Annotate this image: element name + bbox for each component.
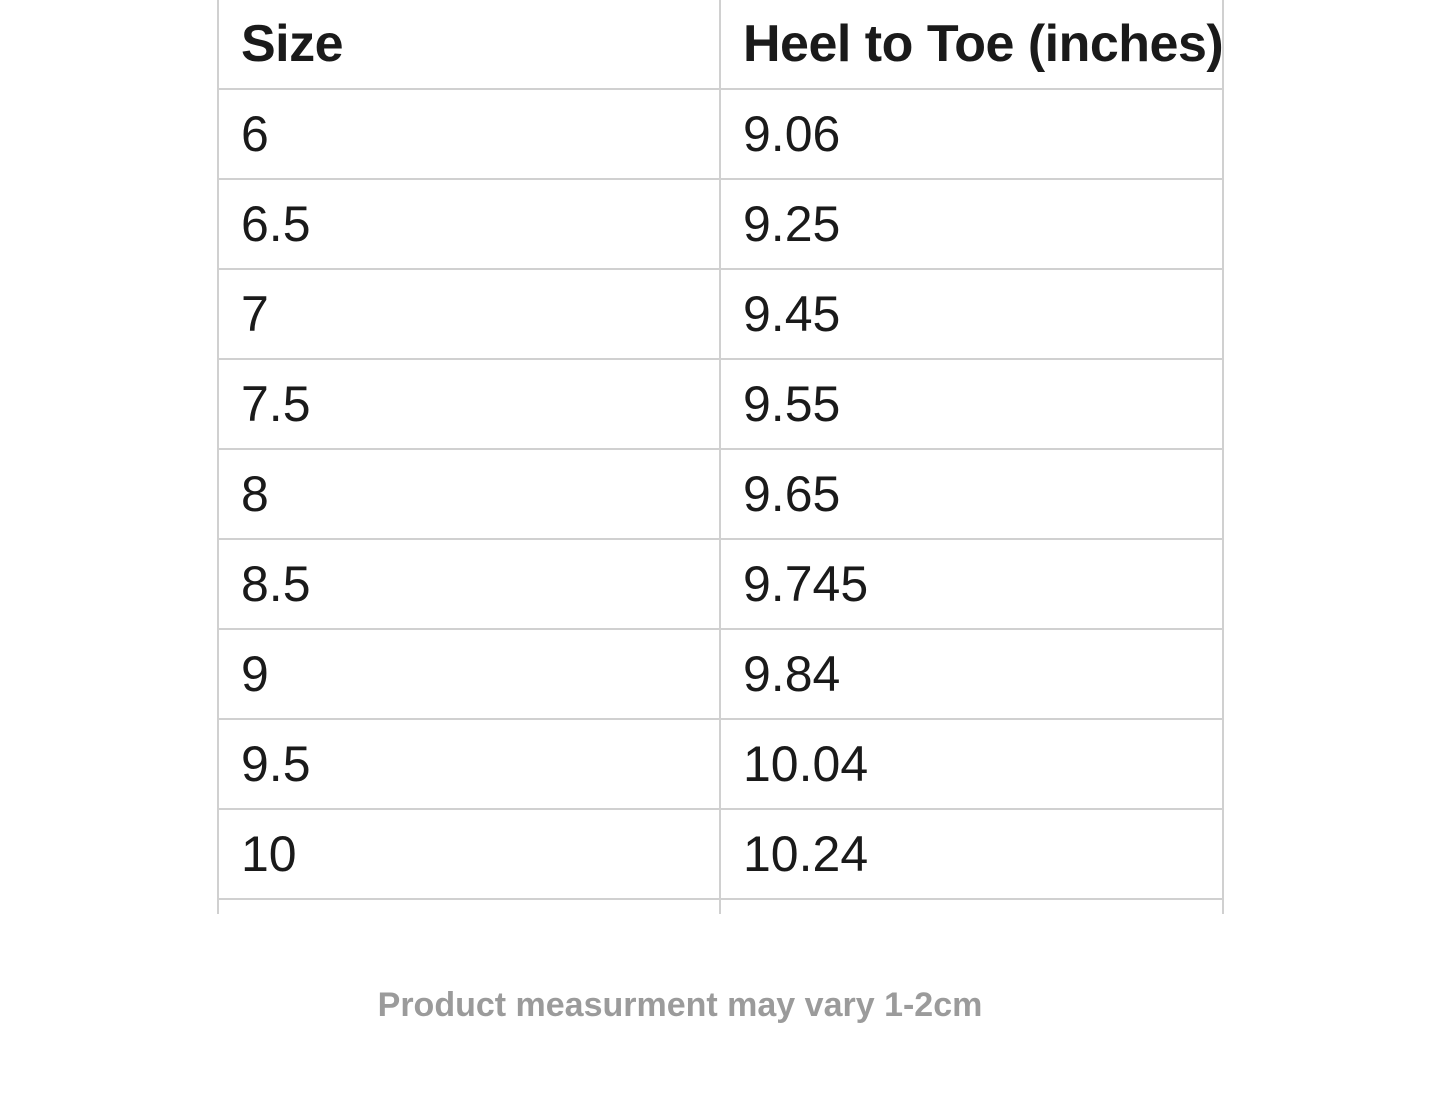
size-cell: 9 <box>217 628 721 720</box>
heel-to-toe-cell: 9.65 <box>719 448 1224 540</box>
size-cell: 6.5 <box>217 178 721 270</box>
size-chart-table: Size Heel to Toe (inches) 6 9.06 6.5 9.2… <box>217 0 1224 914</box>
size-cell: 10 <box>217 808 721 900</box>
table-row: 6.5 9.25 <box>217 178 1224 270</box>
size-cell: 8 <box>217 448 721 540</box>
table-row: 6 9.06 <box>217 88 1224 180</box>
size-cell: 9.5 <box>217 718 721 810</box>
size-cell: 8.5 <box>217 538 721 630</box>
measurement-variance-note: Product measurment may vary 1-2cm <box>377 986 983 1024</box>
size-cell: 6 <box>217 88 721 180</box>
heel-to-toe-cell: 9.55 <box>719 358 1224 450</box>
size-cell <box>217 898 721 914</box>
table-row-partial-clipped <box>217 898 1224 914</box>
heel-to-toe-cell: 10.04 <box>719 718 1224 810</box>
size-chart-table-container: Size Heel to Toe (inches) 6 9.06 6.5 9.2… <box>217 0 1224 914</box>
heel-to-toe-cell <box>719 898 1224 914</box>
column-header-size: Size <box>217 0 721 90</box>
heel-to-toe-cell: 9.745 <box>719 538 1224 630</box>
table-row: 8.5 9.745 <box>217 538 1224 630</box>
heel-to-toe-cell: 9.45 <box>719 268 1224 360</box>
table-row: 7.5 9.55 <box>217 358 1224 450</box>
size-cell: 7.5 <box>217 358 721 450</box>
column-header-heel-to-toe: Heel to Toe (inches) <box>719 0 1224 90</box>
heel-to-toe-cell: 10.24 <box>719 808 1224 900</box>
table-header-row: Size Heel to Toe (inches) <box>217 0 1224 90</box>
table-row: 9 9.84 <box>217 628 1224 720</box>
heel-to-toe-cell: 9.25 <box>719 178 1224 270</box>
table-row: 10 10.24 <box>217 808 1224 900</box>
heel-to-toe-cell: 9.84 <box>719 628 1224 720</box>
size-cell: 7 <box>217 268 721 360</box>
table-row: 7 9.45 <box>217 268 1224 360</box>
table-row: 9.5 10.04 <box>217 718 1224 810</box>
table-row: 8 9.65 <box>217 448 1224 540</box>
heel-to-toe-cell: 9.06 <box>719 88 1224 180</box>
